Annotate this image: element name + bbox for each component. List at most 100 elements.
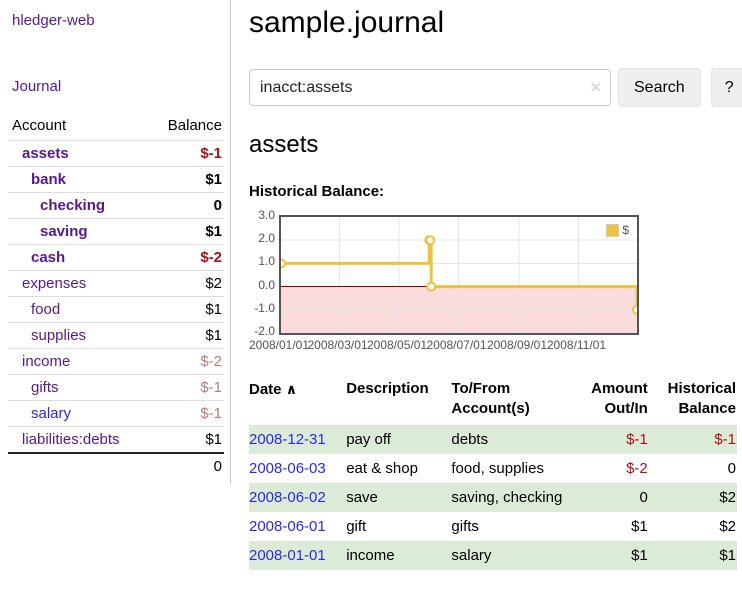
transactions-header-row: Date ∧ Description To/From Account(s) Am… <box>249 376 737 425</box>
account-column-header: To/From Account(s) <box>451 380 530 417</box>
search-box: ✕ <box>249 69 611 106</box>
account-balance: 0 <box>148 192 224 219</box>
sidebar-account-bank[interactable]: bank <box>31 171 67 188</box>
page-title: sample.journal <box>249 6 445 39</box>
legend-label: $ <box>622 223 629 237</box>
account-balance: $1 <box>148 218 224 245</box>
account-balance: $1 <box>148 322 224 349</box>
x-axis-tick-label: 2008/11/01 <box>546 338 607 352</box>
transaction-row: 2008-06-01 gift gifts $1 $2 <box>249 512 737 541</box>
transaction-date-link[interactable]: 2008-01-01 <box>249 547 326 564</box>
y-axis-tick-label: 3.0 <box>258 208 275 222</box>
accounts-table-header: Account Balance <box>8 114 224 141</box>
transactions-table: Date ∧ Description To/From Account(s) Am… <box>249 376 737 570</box>
account-row: gifts $-1 <box>8 374 224 401</box>
total-balance: 0 <box>148 452 224 479</box>
transaction-date-link[interactable]: 2008-06-03 <box>249 460 326 477</box>
y-axis-tick-label: -2.0 <box>254 324 275 338</box>
transaction-description: gift <box>346 518 367 535</box>
sidebar-account-liabilities-debts[interactable]: liabilities:debts <box>22 431 120 448</box>
x-axis-tick-label: 2008/05/01 <box>366 338 428 352</box>
account-balance: $-2 <box>148 348 224 375</box>
account-name-cell: saving <box>8 218 149 245</box>
transaction-accounts: debts <box>451 431 489 448</box>
description-column-header: Description <box>346 380 429 397</box>
total-row-spacer <box>8 452 149 479</box>
account-row: income $-2 <box>8 348 224 375</box>
data-point-marker <box>425 235 436 246</box>
transaction-accounts: gifts <box>451 518 479 535</box>
x-axis-tick-label: 2008/01/01 <box>248 338 310 352</box>
date-column-header[interactable]: Date ∧ <box>249 376 346 425</box>
sidebar-account-supplies[interactable]: supplies <box>31 327 87 344</box>
account-balance: $-2 <box>148 244 224 271</box>
transaction-accounts: saving, checking <box>451 489 563 506</box>
sidebar-account-gifts[interactable]: gifts <box>31 379 59 396</box>
transaction-date-link[interactable]: 2008-12-31 <box>249 431 326 448</box>
search-button[interactable]: Search <box>618 68 701 107</box>
transaction-row: 2008-01-01 income salary $1 $1 <box>249 541 737 570</box>
account-name-cell: supplies <box>8 322 149 349</box>
transactions-body: 2008-12-31 pay off debts $-1 $-1 2008-06-03 ea… <box>249 425 737 570</box>
transaction-description: save <box>346 489 378 506</box>
clear-search-icon[interactable]: ✕ <box>589 79 602 96</box>
y-axis-tick-label: 1.0 <box>258 254 275 269</box>
sidebar-account-assets[interactable]: assets <box>22 145 69 162</box>
sidebar-account-salary[interactable]: salary <box>31 405 72 422</box>
amount-column-header: Amount Out/In <box>591 380 648 417</box>
data-point-marker <box>426 281 437 292</box>
account-name-cell: food <box>8 296 149 323</box>
sidebar-account-saving[interactable]: saving <box>40 223 88 240</box>
transaction-row: 2008-12-31 pay off debts $-1 $-1 <box>249 425 737 454</box>
account-row: cash $-2 <box>8 244 224 271</box>
account-row: assets $-1 <box>8 140 224 167</box>
sidebar-account-food[interactable]: food <box>31 301 61 318</box>
account-name-cell: gifts <box>8 374 149 401</box>
account-name-cell: salary <box>8 400 149 427</box>
transaction-amount: $-1 <box>626 431 648 448</box>
app-title-link[interactable]: hledger-web <box>12 12 95 29</box>
account-name-cell: cash <box>8 244 149 271</box>
account-row: salary $-1 <box>8 400 224 427</box>
y-axis-tick-label: -1.0 <box>254 300 275 315</box>
x-axis-tick-label: 2008/07/01 <box>426 338 487 352</box>
sidebar-account-income[interactable]: income <box>22 353 71 370</box>
sort-ascending-icon: ∧ <box>285 381 298 397</box>
transaction-date-cell: 2008-12-31 <box>249 425 346 454</box>
sidebar-account-cash[interactable]: cash <box>31 249 66 266</box>
help-button[interactable]: ? <box>710 68 742 107</box>
account-row: supplies $1 <box>8 322 224 349</box>
transaction-balance: $2 <box>719 489 736 506</box>
transaction-description: eat & shop <box>346 460 418 477</box>
date-header-label: Date <box>249 381 282 398</box>
account-name-cell: liabilities:debts <box>8 426 149 453</box>
sidebar-account-expenses[interactable]: expenses <box>22 275 87 292</box>
transaction-balance: $-1 <box>714 431 736 448</box>
transaction-accounts: food, supplies <box>451 460 544 477</box>
x-axis-tick-label: 2008/09/01 <box>486 338 547 352</box>
account-name-cell: bank <box>8 166 149 193</box>
main-content: sample.journal ✕ Search ? assets Histori… <box>231 0 742 590</box>
transaction-amount: $1 <box>631 518 648 535</box>
transaction-balance: $1 <box>719 547 736 564</box>
account-row: checking 0 <box>8 192 224 219</box>
transaction-date-link[interactable]: 2008-06-01 <box>249 518 326 535</box>
account-table-body: assets $-1 bank $1 checking 0 saving $1 cash $-2 e… <box>8 140 224 453</box>
data-point-marker <box>281 258 286 269</box>
account-balance: $1 <box>148 296 224 323</box>
transaction-date-cell: 2008-01-01 <box>249 541 346 570</box>
account-row: liabilities:debts $1 <box>8 426 224 453</box>
balance-column-header: Historical Balance <box>667 380 736 417</box>
chart-plot-area: $ <box>279 215 639 335</box>
transaction-date-cell: 2008-06-01 <box>249 512 346 541</box>
transaction-date-link[interactable]: 2008-06-02 <box>249 489 326 506</box>
account-column-header: Account <box>12 117 67 134</box>
transaction-date-cell: 2008-06-03 <box>249 454 346 483</box>
search-form: ✕ Search ? <box>249 68 742 107</box>
sidebar-account-checking[interactable]: checking <box>40 197 106 214</box>
account-balance: $-1 <box>148 140 224 167</box>
x-axis-tick-label: 2008/03/01 <box>307 338 368 352</box>
balance-chart: $ 3.0 2.0 1.0 0.0 -1.0 -2.0 2008/01/01 2008/03/… <box>249 208 737 354</box>
search-input[interactable] <box>249 69 611 106</box>
sidebar-item-journal[interactable]: Journal <box>12 78 62 95</box>
